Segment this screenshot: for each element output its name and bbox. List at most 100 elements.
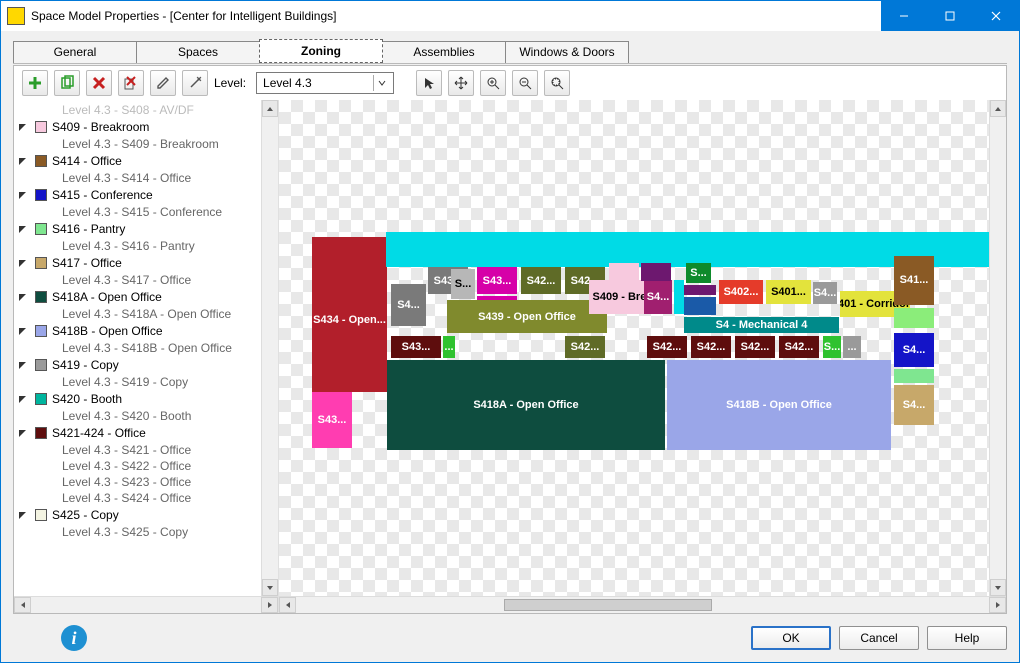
tree-sub-item[interactable]: Level 4.3 - S418B - Open Office (18, 340, 278, 356)
zone[interactable]: S439 - Open Office (447, 300, 607, 333)
scroll-up-icon[interactable] (990, 100, 1006, 117)
tree-item[interactable]: S420 - Booth (18, 390, 278, 408)
window-close-button[interactable] (973, 1, 1019, 31)
scrollbar-thumb[interactable] (504, 599, 712, 611)
zone[interactable] (684, 285, 716, 295)
zone[interactable]: S43... (312, 392, 352, 448)
tree-sub-item[interactable]: Level 4.3 - S425 - Copy (18, 524, 278, 540)
level-select[interactable]: Level 4.3 (256, 72, 394, 94)
tree-sub-item[interactable]: Level 4.3 - S416 - Pantry (18, 238, 278, 254)
zoom-out-button[interactable] (512, 70, 538, 96)
duplicate-button[interactable] (54, 70, 80, 96)
tree-sub-item[interactable]: Level 4.3 - S424 - Office (18, 490, 278, 506)
pan-tool-button[interactable] (448, 70, 474, 96)
scroll-left-icon[interactable] (279, 597, 296, 613)
tree-item[interactable]: S416 - Pantry (18, 220, 278, 238)
scroll-up-icon[interactable] (262, 100, 278, 117)
pointer-tool-button[interactable] (416, 70, 442, 96)
help-button[interactable]: Help (927, 626, 1007, 650)
tree-sub-item[interactable]: Level 4.3 - S408 - AV/DF (18, 102, 278, 118)
delete-button[interactable] (86, 70, 112, 96)
zone[interactable] (894, 308, 934, 328)
window-minimize-button[interactable] (881, 1, 927, 31)
tree-sub-item[interactable]: Level 4.3 - S420 - Booth (18, 408, 278, 424)
ok-button[interactable]: OK (751, 626, 831, 650)
zone[interactable] (674, 280, 684, 314)
tree-sub-item[interactable]: Level 4.3 - S417 - Office (18, 272, 278, 288)
tree-item[interactable]: S418A - Open Office (18, 288, 278, 306)
scroll-right-icon[interactable] (989, 597, 1006, 613)
tree-sub-item[interactable]: Level 4.3 - S418A - Open Office (18, 306, 278, 322)
zone[interactable] (641, 263, 671, 281)
zone[interactable]: ... (443, 336, 455, 358)
zone[interactable]: ... (843, 336, 861, 358)
zone[interactable]: S401... (766, 280, 811, 304)
tree-sub-item[interactable]: Level 4.3 - S419 - Copy (18, 374, 278, 390)
tree-item[interactable]: S414 - Office (18, 152, 278, 170)
zone[interactable]: S4... (813, 282, 837, 304)
tab-general[interactable]: General (13, 41, 137, 63)
tree-sub-item[interactable]: Level 4.3 - S415 - Conference (18, 204, 278, 220)
delete-all-button[interactable] (118, 70, 144, 96)
expander-icon[interactable] (18, 361, 30, 370)
zone[interactable]: S... (451, 269, 475, 299)
zone[interactable]: S4... (894, 333, 934, 367)
expander-icon[interactable] (18, 225, 30, 234)
zone[interactable]: S42... (691, 336, 731, 358)
zone[interactable]: S42... (779, 336, 819, 358)
expander-icon[interactable] (18, 429, 30, 438)
zoom-in-button[interactable] (480, 70, 506, 96)
tree-vertical-scrollbar[interactable] (261, 100, 278, 596)
zone[interactable] (894, 369, 934, 383)
tree-item[interactable]: S418B - Open Office (18, 322, 278, 340)
zone[interactable]: S42... (521, 267, 561, 294)
scroll-down-icon[interactable] (990, 579, 1006, 596)
tree-horizontal-scrollbar[interactable] (14, 596, 278, 613)
tab-assemblies[interactable]: Assemblies (382, 41, 506, 63)
edit-button[interactable] (150, 70, 176, 96)
zone[interactable]: S42... (565, 336, 605, 358)
zone[interactable]: S... (686, 263, 711, 283)
tab-spaces[interactable]: Spaces (136, 41, 260, 63)
canvas-vertical-scrollbar[interactable] (989, 100, 1006, 596)
expander-icon[interactable] (18, 293, 30, 302)
expander-icon[interactable] (18, 123, 30, 132)
zone[interactable]: S418B - Open Office (667, 360, 891, 450)
scroll-right-icon[interactable] (261, 597, 278, 613)
zone[interactable]: S4... (894, 385, 934, 425)
scroll-down-icon[interactable] (262, 579, 278, 596)
wand-button[interactable] (182, 70, 208, 96)
zone[interactable] (609, 263, 639, 281)
expander-icon[interactable] (18, 157, 30, 166)
expander-icon[interactable] (18, 191, 30, 200)
zone[interactable]: S4 - Mechanical 4 (684, 317, 839, 333)
tree-sub-item[interactable]: Level 4.3 - S423 - Office (18, 474, 278, 490)
tree-item[interactable]: S415 - Conference (18, 186, 278, 204)
expander-icon[interactable] (18, 511, 30, 520)
expander-icon[interactable] (18, 327, 30, 336)
zoom-extents-button[interactable] (544, 70, 570, 96)
scroll-left-icon[interactable] (14, 597, 31, 613)
zone[interactable]: S42... (735, 336, 775, 358)
zone[interactable] (684, 297, 716, 315)
expander-icon[interactable] (18, 259, 30, 268)
tree-sub-item[interactable]: Level 4.3 - S422 - Office (18, 458, 278, 474)
canvas-horizontal-scrollbar[interactable] (279, 596, 1006, 613)
info-icon[interactable]: i (61, 625, 87, 651)
zone[interactable]: S4... (644, 280, 672, 314)
tree-sub-item[interactable]: Level 4.3 - S409 - Breakroom (18, 136, 278, 152)
tree-item[interactable]: S419 - Copy (18, 356, 278, 374)
zone[interactable]: S... (823, 336, 841, 358)
zone[interactable]: S402... (719, 280, 763, 304)
window-maximize-button[interactable] (927, 1, 973, 31)
tree-item[interactable]: S421-424 - Office (18, 424, 278, 442)
tab-zoning[interactable]: Zoning (259, 39, 383, 63)
tree-sub-item[interactable]: Level 4.3 - S414 - Office (18, 170, 278, 186)
zone[interactable]: S43... (391, 336, 441, 358)
tree-item[interactable]: S409 - Breakroom (18, 118, 278, 136)
tree-sub-item[interactable]: Level 4.3 - S421 - Office (18, 442, 278, 458)
zone[interactable]: S4... (391, 284, 426, 326)
cancel-button[interactable]: Cancel (839, 626, 919, 650)
zone[interactable]: S418A - Open Office (387, 360, 665, 450)
zone[interactable]: S41... (894, 255, 934, 305)
